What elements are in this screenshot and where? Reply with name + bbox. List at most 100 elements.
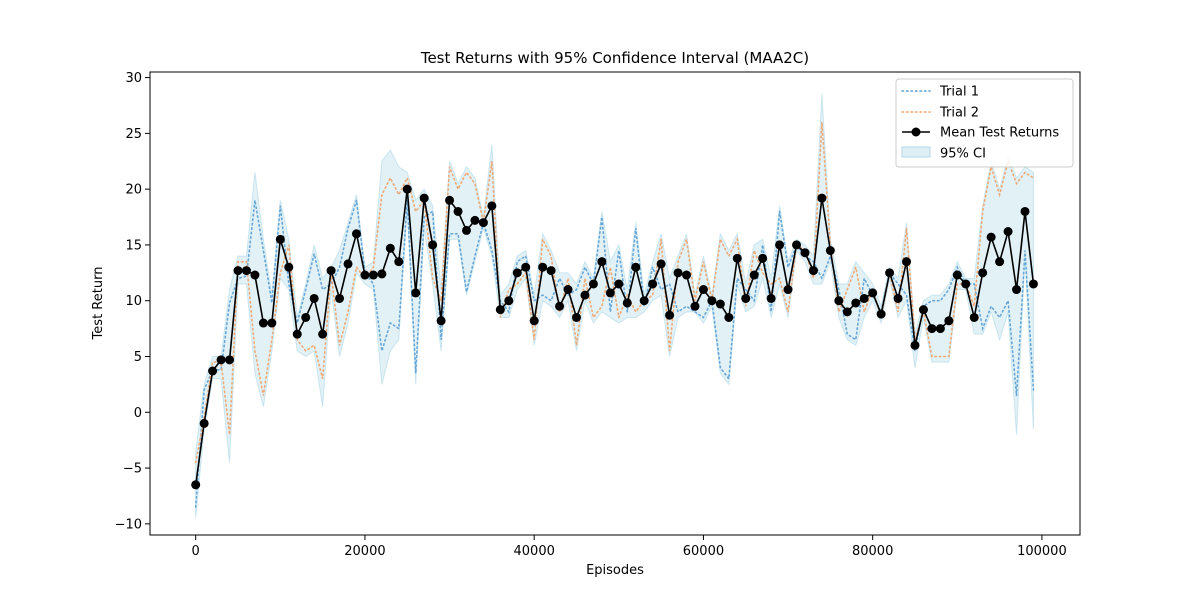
mean-point (842, 307, 852, 317)
y-tick-label: 10 (125, 294, 142, 309)
mean-point (834, 296, 844, 306)
mean-point (1003, 227, 1013, 237)
mean-point (876, 309, 886, 319)
legend-label-trial-1: Trial 1 (939, 85, 979, 100)
mean-point (665, 310, 675, 320)
mean-point (326, 266, 336, 276)
mean-point (241, 266, 251, 276)
mean-point (351, 229, 361, 239)
mean-point (555, 301, 565, 311)
mean-point (639, 296, 649, 306)
plot-area (191, 94, 1038, 519)
x-tick-label: 40000 (514, 544, 555, 559)
mean-point (631, 262, 641, 272)
mean-point (309, 293, 319, 303)
mean-point (250, 270, 260, 280)
mean-point (927, 324, 937, 334)
mean-point (267, 318, 277, 328)
mean-point (335, 293, 345, 303)
mean-point (792, 240, 802, 250)
mean-point (783, 285, 793, 295)
mean-point (199, 418, 209, 428)
mean-point (969, 312, 979, 322)
mean-point (766, 293, 776, 303)
mean-point (597, 257, 607, 267)
legend-label-trial-2: Trial 2 (939, 106, 979, 121)
mean-point (394, 257, 404, 267)
mean-point (868, 288, 878, 298)
mean-point (918, 305, 928, 315)
mean-point (258, 318, 268, 328)
mean-point (986, 232, 996, 242)
mean-point (614, 279, 624, 289)
y-axis: −10 −5 0 5 10 15 20 25 30 (115, 71, 150, 532)
mean-point (758, 253, 768, 263)
mean-point (572, 312, 581, 322)
mean-point (216, 355, 226, 365)
mean-point (470, 215, 480, 225)
mean-point (191, 480, 201, 490)
mean-point (690, 301, 700, 311)
mean-point (749, 270, 759, 280)
mean-point (453, 206, 463, 216)
mean-point (698, 285, 708, 295)
mean-point (538, 262, 548, 272)
mean-point (343, 259, 353, 269)
mean-point (478, 218, 488, 228)
mean-point (563, 285, 573, 295)
legend-box (895, 78, 1074, 168)
legend-swatch-ci (901, 146, 931, 158)
mean-point (715, 299, 725, 309)
mean-point (504, 296, 514, 306)
legend-label-mean: Mean Test Returns (940, 126, 1059, 141)
mean-point (648, 279, 658, 289)
mean-point (225, 355, 235, 365)
mean-point (284, 262, 294, 272)
mean-point (1012, 285, 1022, 295)
mean-point (233, 266, 243, 276)
series-mean-line (194, 189, 1035, 485)
mean-point (910, 340, 920, 350)
mean-point (402, 184, 412, 194)
mean-point (495, 305, 505, 315)
x-tick-label: 0 (192, 544, 200, 559)
y-tick-label: −10 (115, 517, 142, 532)
y-axis-label: Test Return (91, 267, 106, 341)
mean-point (885, 268, 895, 278)
mean-point (682, 270, 692, 280)
mean-point (656, 259, 666, 269)
mean-point (741, 293, 751, 303)
mean-point (673, 268, 683, 278)
y-tick-label: 15 (125, 238, 142, 253)
mean-point (893, 293, 903, 303)
mean-point (978, 268, 988, 278)
series-trial-1-line (194, 200, 1035, 508)
mean-point (1020, 206, 1030, 216)
mean-point (902, 257, 912, 267)
y-tick-label: 20 (125, 183, 142, 198)
mean-point (825, 246, 835, 256)
mean-point (859, 293, 869, 303)
mean-point (724, 312, 734, 322)
mean-point (368, 270, 378, 280)
mean-point (995, 257, 1005, 267)
mean-point (360, 270, 370, 280)
mean-point (411, 288, 421, 298)
mean-point (605, 288, 615, 298)
mean-point (935, 324, 945, 334)
mean-point (707, 296, 717, 306)
mean-point (436, 316, 446, 326)
y-tick-label: 30 (125, 71, 142, 86)
x-tick-label: 20000 (344, 544, 385, 559)
mean-point (487, 201, 497, 211)
mean-point (1028, 279, 1038, 289)
mean-point (808, 266, 818, 276)
x-axis: 0 20000 40000 60000 80000 100000 (192, 535, 1067, 559)
mean-point (529, 316, 539, 326)
mean-point (208, 366, 218, 376)
x-axis-label: Episodes (586, 563, 644, 578)
mean-point (377, 269, 387, 279)
series-mean-markers (191, 184, 1038, 490)
mean-point (292, 329, 302, 339)
